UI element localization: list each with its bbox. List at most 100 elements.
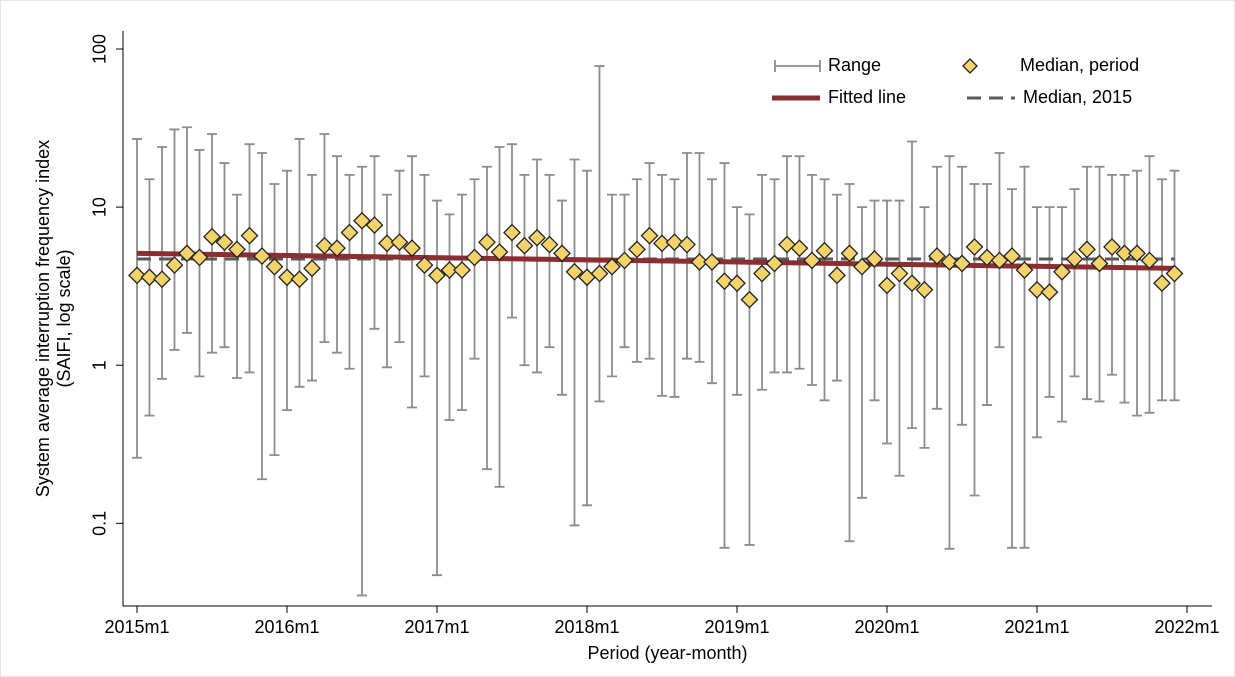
range-bar [131,138,142,459]
range-bar [369,155,380,330]
x-tick-label: 2017m1 [404,617,469,637]
median-marker [790,239,809,258]
y-tick-label: 1 [90,360,110,370]
range-bar [769,178,780,374]
median-marker [1028,280,1046,299]
median-marker [1053,262,1071,281]
median-marker [478,233,496,252]
median-marker [403,239,421,258]
median-marker [303,259,321,278]
median-marker [165,256,184,274]
range-bar [1057,206,1067,423]
range-bar [619,193,630,349]
median-marker [765,254,784,273]
median-marker [415,256,434,274]
range-bar [269,183,280,457]
range-bar [982,183,992,406]
median-marker [753,264,771,283]
median-marker [203,227,221,246]
median-marker [865,250,884,268]
x-tick-label: 2019m1 [704,617,769,637]
range-bar [1069,188,1080,378]
range-bar [706,178,717,385]
median-marker [428,266,446,285]
x-tick-label: 2021m1 [1004,617,1069,637]
median-marker [178,244,196,263]
range-bar [731,206,742,396]
median-marker [453,261,471,279]
range-bar [994,152,1005,349]
range-bar [1081,165,1092,401]
range-bar [669,178,680,398]
median-marker [703,253,721,271]
median-marker [1153,274,1171,293]
median-marker [640,226,659,245]
median-marker [315,236,334,255]
median-marker [190,248,209,267]
range-bar [969,183,980,497]
median-marker [603,257,621,276]
median-marker [140,268,159,287]
median-marker [890,264,909,283]
median-marker [265,257,284,276]
range-bar [844,183,855,543]
median-marker [903,274,921,293]
median-marker [1140,251,1159,270]
median-marker [565,262,584,281]
median-marker [878,276,896,295]
median-marker [1003,247,1021,266]
legend-label: Fitted line [828,87,906,107]
y-tick-label: 0.1 [90,511,110,536]
range-bar [869,199,880,402]
range-bar [919,206,930,449]
median-marker [540,235,559,254]
range-bar [607,193,617,378]
range-bar [1019,165,1030,549]
range-bar [894,199,905,477]
median-marker [440,261,459,279]
median-marker [678,235,696,254]
median-marker [278,268,296,287]
range-bar [356,165,367,597]
median-marker [928,247,946,266]
range-bar [594,65,605,403]
median-marker [915,280,934,299]
legend-label: Median, 2015 [1023,87,1132,107]
range-bar [1169,169,1180,402]
median-marker [665,233,684,252]
median-marker [1065,250,1084,268]
range-bar [232,193,242,379]
median-marker [1165,264,1184,283]
range-bar [419,173,430,378]
range-bar [494,146,505,488]
median-marker [1103,238,1121,256]
x-tick-label: 2022m1 [1154,617,1219,637]
median-marker [1078,240,1096,259]
x-tick-label: 2016m1 [254,617,319,637]
median-marker [828,266,846,285]
median-marker [1040,283,1059,302]
median-marker [390,233,409,252]
legend-symbol [774,60,821,72]
range-bar [444,213,455,421]
range-bar [157,146,167,380]
median-marker [690,253,709,271]
range-bar [1031,206,1042,439]
median-marker [253,247,271,266]
median-marker [553,244,571,263]
median-marker [515,236,534,255]
range-bar [532,158,542,374]
median-marker [978,248,996,267]
range-bar [1044,206,1055,398]
range-bar [431,199,442,577]
legend-symbol [962,58,978,74]
range-bar [719,162,730,549]
y-tick-label: 100 [90,34,110,64]
median-marker [1090,254,1109,273]
range-bar [481,165,492,471]
range-bar [569,158,580,527]
y-tick-label: 10 [90,197,110,217]
